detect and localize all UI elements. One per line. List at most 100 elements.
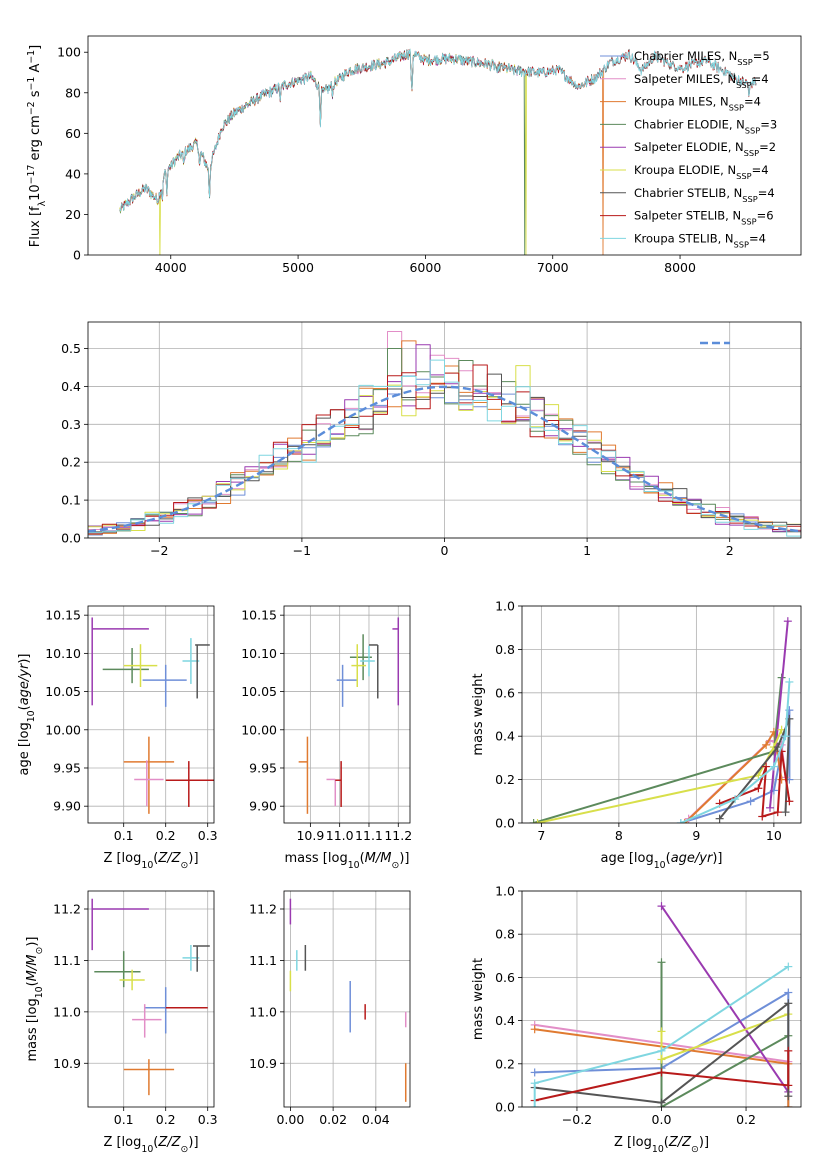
y-axis-label: mass [log10(M/M⊙)] [25,937,45,1062]
x-axis-label-part: Z [log [103,851,141,866]
x-tick-label: 11.1 [355,828,383,843]
x-tick-label: 1 [583,543,591,558]
legend-entry: Salpeter ELODIE, NSSP=2 [634,140,776,158]
series-line [537,729,783,823]
plot-area [529,617,794,823]
x-axis-label-part: Z/Z [157,851,181,866]
axes-frame [283,605,411,824]
y-tick-label: 11.1 [53,953,81,968]
y-tick-label: 0.6 [495,685,515,700]
legend-entry: Salpeter MILES, NSSP=4 [634,72,769,90]
x-axis-label: mass [log10(M/M⊙)] [285,851,410,871]
x-axis-label-part: M/M [365,851,392,866]
x-tick-label: 0.3 [198,828,218,843]
y-axis-label-part: ( [25,981,40,986]
axes-frame [521,605,802,824]
legend-entry: Chabrier MILES, NSSP=5 [634,49,770,67]
x-tick-label: 9 [692,828,700,843]
y-axis-label-part: Flux [f [28,206,43,247]
y-tick-label: 10.00 [45,722,81,737]
x-tick-label: −0.2 [562,1112,592,1127]
panel-age-vs-mass: 10.9 11.0 11.1 11.2 9.90 9.95 10.00 10.05 10.10 1… [241,605,412,871]
x-tick-label: 0.1 [114,1112,134,1127]
axes-frame [87,35,802,256]
gaussian-curve [88,385,801,533]
plot-area [289,898,407,1102]
legend-series-name: Chabrier ELODIE [634,117,729,131]
y-axis-label-part: mass [log [25,998,40,1061]
panel-spectrum: 4000 5000 6000 7000 8000 0 20 40 60 80 100 Flux [fλ… [26,35,802,275]
y-tick-label: 0.0 [495,816,515,831]
y-tick-label: 9.90 [53,799,81,814]
series-line [660,962,789,1107]
y-tick-label: 9.95 [53,760,81,775]
y-tick-label: 10.10 [45,646,81,661]
x-tick-label: 7 [537,828,545,843]
legend-n-value: =4 [752,163,769,177]
x-axis-label-part: ( [664,1135,669,1150]
y-tick-label: 9.90 [249,799,277,814]
y-axis-label-part: M/M [25,955,40,982]
y-tick-label: 0.0 [495,1100,515,1115]
legend-n-label: , N [726,186,742,200]
y-tick-label: 10.15 [241,608,277,623]
x-axis-label-part: )] [399,851,409,866]
legend-series-name: Salpeter MILES [634,72,720,86]
x-axis-label-part: )] [188,1135,198,1150]
y-tick-label: 1.0 [495,599,515,614]
legend-n-sub: SSP [736,171,751,181]
y-axis-label-part: 10 [28,184,43,201]
y-tick-label: 10.05 [241,684,277,699]
x-tick-label: 0 [441,543,449,558]
series-line [534,1050,790,1102]
y-axis-label-part: A [28,64,43,77]
series-line [660,905,790,1093]
legend-n-sub: SSP [737,57,752,67]
x-tick-label: 2 [726,543,734,558]
legend-n-label: , N [720,72,736,86]
panel-mass-vs-EBV: 0.00 0.02 0.04 10.9 11.0 11.1 11.2 [249,890,411,1127]
y-axis-label-part: ( [17,705,32,710]
y-tick-label: 10.00 [241,722,277,737]
y-tick-label: 0.2 [61,455,81,470]
legend-series-name: Chabrier MILES [634,49,721,63]
plot-area [88,331,801,538]
y-tick-label: 0.2 [495,1056,515,1071]
x-tick-label: 10 [766,828,782,843]
x-axis-label-part: 10 [141,860,153,871]
legend-series-name: Kroupa STELIB [634,231,718,245]
x-axis-label-part: 10 [141,1144,153,1155]
x-axis-label-part: Z [log [103,1135,141,1150]
x-tick-label: 10.9 [296,828,324,843]
y-tick-label: 1.0 [495,884,515,899]
axes-frame [283,890,411,1108]
legend-entry: Kroupa MILES, NSSP=4 [634,95,761,113]
y-tick-label: 80 [65,85,81,100]
legend-n-label: , N [725,209,741,223]
y-tick-label: 10.05 [45,684,81,699]
y-tick-label: 11.0 [249,1004,277,1019]
y-tick-label: 0.3 [61,417,81,432]
axes-frame [521,890,802,1108]
legend-entry: Kroupa ELODIE, NSSP=4 [634,163,769,181]
x-tick-label: 0.1 [114,828,134,843]
y-tick-label: 11.1 [249,953,277,968]
legend-n-label: , N [728,140,744,154]
legend-n-sub: SSP [742,194,757,204]
y-axis-label-part: 10 [34,986,45,998]
panel-massweight-vs-Z: −0.2 0.0 0.2 0.0 0.2 0.4 0.6 0.8 1.0 Z [log10(Z/Z… [471,884,802,1155]
plot-area [119,48,757,255]
legend-entry: Salpeter STELIB, NSSP=6 [634,209,774,227]
y-axis-label: age [log10(age/yr)] [17,653,37,775]
y-tick-label: 0.4 [61,379,81,394]
y-axis-label-part: age [log [17,722,32,775]
legend-n-value: =2 [759,140,776,154]
y-axis-label-part: )] [17,653,32,663]
x-tick-label: 11.2 [384,828,412,843]
legend-entry: Chabrier STELIB, NSSP=4 [634,186,775,204]
y-tick-label: 0 [73,248,81,263]
legend-series-name: Salpeter ELODIE [634,140,728,154]
legend-series-name: Chabrier STELIB [634,186,726,200]
